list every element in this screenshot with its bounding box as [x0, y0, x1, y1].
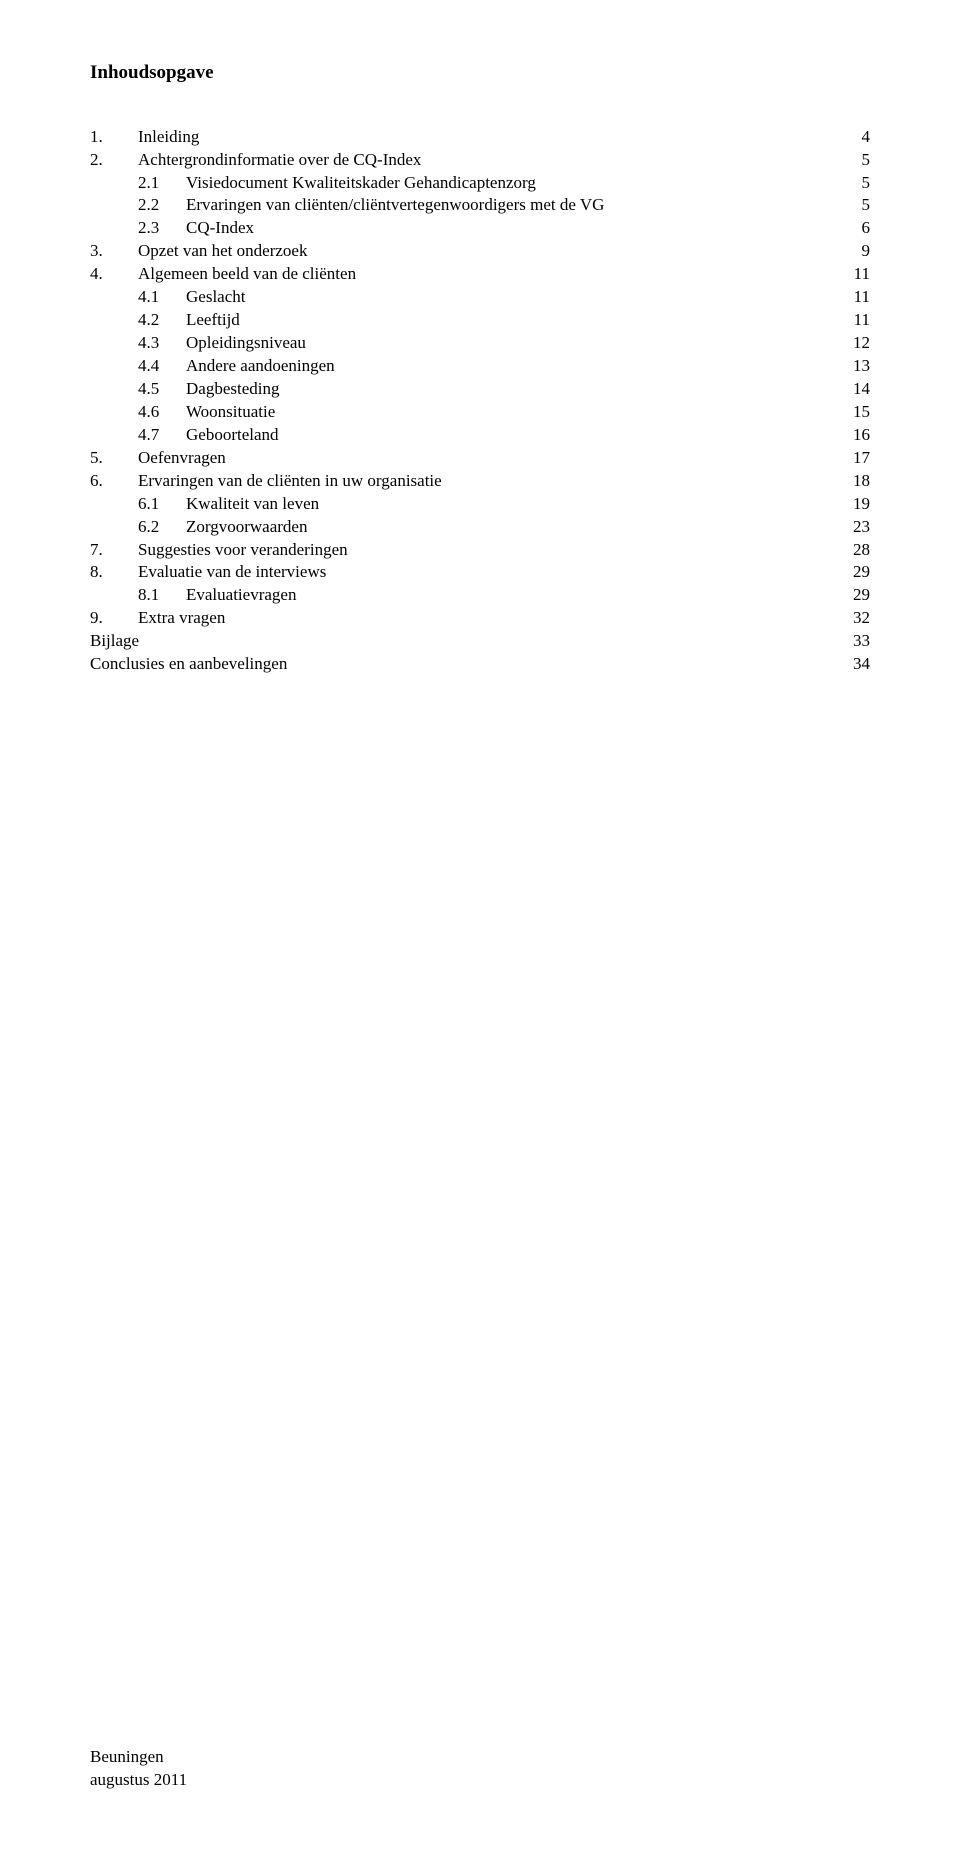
toc-label: Bijlage	[90, 630, 830, 653]
toc-page: 9	[830, 240, 870, 263]
toc-label: Geslacht	[186, 286, 830, 309]
toc-number: 8.	[90, 561, 138, 584]
toc-label: Kwaliteit van leven	[186, 493, 830, 516]
toc-page: 16	[830, 424, 870, 447]
toc-number: 4.6	[138, 401, 186, 424]
toc-page: 32	[830, 607, 870, 630]
toc-page: 29	[830, 561, 870, 584]
toc-label: Ervaringen van de cliënten in uw organis…	[138, 470, 830, 493]
toc-page: 23	[830, 516, 870, 539]
toc-row: 4.7Geboorteland16	[90, 424, 870, 447]
toc-label: Andere aandoeningen	[186, 355, 830, 378]
toc-row: 6.2Zorgvoorwaarden23	[90, 516, 870, 539]
toc-page: 28	[830, 539, 870, 562]
toc-number: 3.	[90, 240, 138, 263]
toc-row: 5.Oefenvragen17	[90, 447, 870, 470]
toc-page: 29	[830, 584, 870, 607]
toc-page: 4	[830, 126, 870, 149]
toc-label: Visiedocument Kwaliteitskader Gehandicap…	[186, 172, 830, 195]
page-title: Inhoudsopgave	[90, 60, 870, 86]
toc-row: 2.3CQ-Index6	[90, 217, 870, 240]
toc-label: Leeftijd	[186, 309, 830, 332]
footer-line-2: augustus 2011	[90, 1769, 870, 1792]
toc-row: 4.6Woonsituatie15	[90, 401, 870, 424]
toc-page: 6	[830, 217, 870, 240]
toc-label: Inleiding	[138, 126, 830, 149]
toc-label: Achtergrondinformatie over de CQ-Index	[138, 149, 830, 172]
toc-page: 11	[830, 286, 870, 309]
toc-row: 2.1Visiedocument Kwaliteitskader Gehandi…	[90, 172, 870, 195]
toc-row: 9.Extra vragen32	[90, 607, 870, 630]
toc-number: 6.2	[138, 516, 186, 539]
toc-page: 17	[830, 447, 870, 470]
toc-number: 4.5	[138, 378, 186, 401]
toc-number: 2.2	[138, 194, 186, 217]
toc-page: 5	[830, 149, 870, 172]
toc-label: Dagbesteding	[186, 378, 830, 401]
toc-row: 2.Achtergrondinformatie over de CQ-Index…	[90, 149, 870, 172]
toc-number: 1.	[90, 126, 138, 149]
toc-page: 13	[830, 355, 870, 378]
toc-row: 4.2Leeftijd11	[90, 309, 870, 332]
toc-row: 8.Evaluatie van de interviews29	[90, 561, 870, 584]
toc-label: Evaluatievragen	[186, 584, 830, 607]
footer-line-1: Beuningen	[90, 1746, 870, 1769]
toc-row: 8.1Evaluatievragen29	[90, 584, 870, 607]
toc-row: Conclusies en aanbevelingen34	[90, 653, 870, 676]
toc-number: 4.	[90, 263, 138, 286]
toc-page: 5	[830, 194, 870, 217]
toc-number: 5.	[90, 447, 138, 470]
toc-row: 7.Suggesties voor veranderingen28	[90, 539, 870, 562]
toc-number: 2.1	[138, 172, 186, 195]
toc-row: 1.Inleiding4	[90, 126, 870, 149]
toc-label: Opleidingsniveau	[186, 332, 830, 355]
toc-row: Bijlage33	[90, 630, 870, 653]
toc-page: 14	[830, 378, 870, 401]
toc-number: 4.7	[138, 424, 186, 447]
toc-page: 15	[830, 401, 870, 424]
toc-number: 4.1	[138, 286, 186, 309]
toc-label: Ervaringen van cliënten/cliëntvertegenwo…	[186, 194, 830, 217]
toc-number: 4.3	[138, 332, 186, 355]
toc-label: Zorgvoorwaarden	[186, 516, 830, 539]
toc-page: 12	[830, 332, 870, 355]
toc-number: 2.	[90, 149, 138, 172]
toc-row: 6.1Kwaliteit van leven19	[90, 493, 870, 516]
footer: Beuningen augustus 2011	[90, 1746, 870, 1792]
toc-label: Woonsituatie	[186, 401, 830, 424]
toc-label: Opzet van het onderzoek	[138, 240, 830, 263]
toc-row: 3.Opzet van het onderzoek9	[90, 240, 870, 263]
toc-page: 11	[830, 309, 870, 332]
toc-page: 34	[830, 653, 870, 676]
toc-row: 2.2Ervaringen van cliënten/cliëntvertege…	[90, 194, 870, 217]
toc-label: Geboorteland	[186, 424, 830, 447]
toc-page: 5	[830, 172, 870, 195]
toc-number: 7.	[90, 539, 138, 562]
toc-page: 33	[830, 630, 870, 653]
toc-label: Evaluatie van de interviews	[138, 561, 830, 584]
toc-label: Suggesties voor veranderingen	[138, 539, 830, 562]
toc-number: 6.	[90, 470, 138, 493]
toc-label: CQ-Index	[186, 217, 830, 240]
toc-label: Extra vragen	[138, 607, 830, 630]
toc-number: 6.1	[138, 493, 186, 516]
toc-row: 4.5Dagbesteding14	[90, 378, 870, 401]
toc-number: 9.	[90, 607, 138, 630]
toc-row: 6.Ervaringen van de cliënten in uw organ…	[90, 470, 870, 493]
toc-row: 4.4Andere aandoeningen13	[90, 355, 870, 378]
toc-number: 2.3	[138, 217, 186, 240]
toc-number: 4.2	[138, 309, 186, 332]
toc-label: Algemeen beeld van de cliënten	[138, 263, 830, 286]
table-of-contents: 1.Inleiding42.Achtergrondinformatie over…	[90, 126, 870, 677]
toc-page: 19	[830, 493, 870, 516]
toc-number: 4.4	[138, 355, 186, 378]
toc-row: 4.1Geslacht11	[90, 286, 870, 309]
toc-row: 4.3Opleidingsniveau12	[90, 332, 870, 355]
toc-page: 18	[830, 470, 870, 493]
toc-number: 8.1	[138, 584, 186, 607]
toc-label: Conclusies en aanbevelingen	[90, 653, 830, 676]
toc-row: 4.Algemeen beeld van de cliënten11	[90, 263, 870, 286]
toc-page: 11	[830, 263, 870, 286]
toc-label: Oefenvragen	[138, 447, 830, 470]
